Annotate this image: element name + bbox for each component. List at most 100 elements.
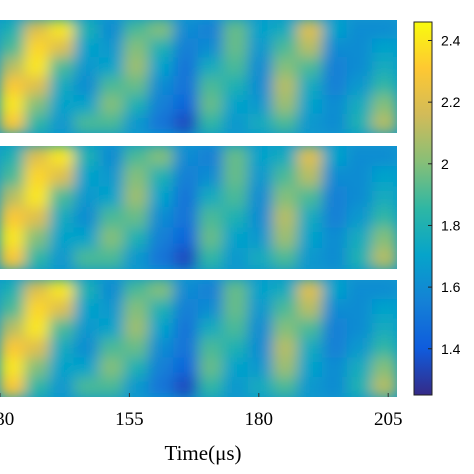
heatmap-cell xyxy=(346,76,373,96)
heatmap-cells xyxy=(0,20,397,133)
heatmap-cell xyxy=(297,94,324,115)
heatmap-cell xyxy=(297,248,324,269)
heatmap-cell xyxy=(24,166,51,188)
panel xyxy=(0,280,397,397)
heatmap-cell xyxy=(24,357,51,378)
heatmap-cell xyxy=(123,377,150,397)
colorbar-tick-label: 2.2 xyxy=(441,94,461,110)
heatmap-cell xyxy=(371,166,397,188)
heatmap-cell xyxy=(371,76,397,96)
heatmap-cell xyxy=(346,377,373,397)
panel xyxy=(0,146,397,269)
heatmap-cell xyxy=(49,207,75,229)
heatmap-cell xyxy=(272,166,299,188)
heatmap-cell xyxy=(73,20,100,40)
heatmap-cell xyxy=(49,113,75,133)
heatmap-cell xyxy=(272,357,299,378)
heatmap-cell xyxy=(148,146,175,167)
heatmap-cell xyxy=(123,299,150,320)
heatmap-cell xyxy=(322,207,348,229)
heatmap-cell xyxy=(247,318,274,339)
colorbar-tick-label: 1.4 xyxy=(441,341,461,357)
heatmap-cell xyxy=(371,94,397,115)
heatmap-cell xyxy=(123,113,150,133)
heatmap-cell xyxy=(346,338,373,359)
heatmap-cell xyxy=(49,227,75,249)
heatmap-cell xyxy=(297,76,324,96)
heatmap-cell xyxy=(0,20,26,40)
heatmap-cell xyxy=(222,146,249,167)
heatmap-cell xyxy=(198,207,224,229)
heatmap-cell xyxy=(322,377,348,397)
heatmap-cell xyxy=(123,146,150,167)
heatmap-cell xyxy=(24,248,51,269)
heatmap-cell xyxy=(371,280,397,300)
heatmap-cell xyxy=(123,318,150,339)
heatmap-cell xyxy=(371,377,397,397)
heatmap-cell xyxy=(49,94,75,115)
heatmap-cell xyxy=(173,76,199,96)
heatmap-cell xyxy=(272,94,299,115)
heatmap-cell xyxy=(198,146,224,167)
heatmap-cell xyxy=(0,38,26,59)
heatmap-cell xyxy=(73,248,100,269)
heatmap-cell xyxy=(24,38,51,59)
heatmap-cell xyxy=(98,248,125,269)
heatmap-cell xyxy=(98,299,125,320)
heatmap-cell xyxy=(173,357,199,378)
heatmap-cell xyxy=(346,113,373,133)
heatmap-cell xyxy=(297,357,324,378)
heatmap-cell xyxy=(272,227,299,249)
heatmap-cell xyxy=(148,318,175,339)
heatmap-cell xyxy=(272,318,299,339)
heatmap-cell xyxy=(148,248,175,269)
heatmap-cell xyxy=(173,20,199,40)
heatmap-cell xyxy=(24,76,51,96)
heatmap-cell xyxy=(123,76,150,96)
heatmap-cell xyxy=(148,227,175,249)
heatmap-cell xyxy=(198,57,224,77)
heatmap-cell xyxy=(346,207,373,229)
heatmap-cell xyxy=(123,20,150,40)
heatmap-cell xyxy=(49,76,75,96)
heatmap-cell xyxy=(371,20,397,40)
heatmap-cell xyxy=(49,146,75,167)
heatmap-cell xyxy=(173,94,199,115)
heatmap-cell xyxy=(173,166,199,188)
heatmap-cell xyxy=(247,57,274,77)
heatmap-cell xyxy=(73,227,100,249)
heatmap-cell xyxy=(297,299,324,320)
heatmap-cell xyxy=(73,113,100,133)
heatmap-cell xyxy=(173,227,199,249)
heatmap-cell xyxy=(0,318,26,339)
heatmap-cell xyxy=(222,57,249,77)
heatmap-cell xyxy=(371,338,397,359)
heatmap-cell xyxy=(346,20,373,40)
heatmap-cell xyxy=(247,20,274,40)
heatmap-cell xyxy=(98,207,125,229)
heatmap-cell xyxy=(0,186,26,208)
heatmap-cell xyxy=(371,186,397,208)
heatmap-cell xyxy=(0,113,26,133)
heatmap-cell xyxy=(0,227,26,249)
heatmap-cell xyxy=(322,318,348,339)
heatmap-cell xyxy=(73,280,100,300)
heatmap-cell xyxy=(346,57,373,77)
heatmap-cell xyxy=(98,38,125,59)
heatmap-cell xyxy=(322,280,348,300)
heatmap-cell xyxy=(222,248,249,269)
heatmap-cell xyxy=(322,146,348,167)
heatmap-cell xyxy=(346,227,373,249)
heatmap-cell xyxy=(222,280,249,300)
heatmap-cell xyxy=(73,166,100,188)
colorbar-tick-label: 2 xyxy=(441,156,449,172)
heatmap-cell xyxy=(73,207,100,229)
heatmap-cell xyxy=(148,299,175,320)
heatmap-cell xyxy=(0,207,26,229)
heatmap-cell xyxy=(0,166,26,188)
heatmap-cell xyxy=(24,113,51,133)
heatmap-cell xyxy=(0,94,26,115)
heatmap-cell xyxy=(371,207,397,229)
heatmap-cell xyxy=(123,248,150,269)
